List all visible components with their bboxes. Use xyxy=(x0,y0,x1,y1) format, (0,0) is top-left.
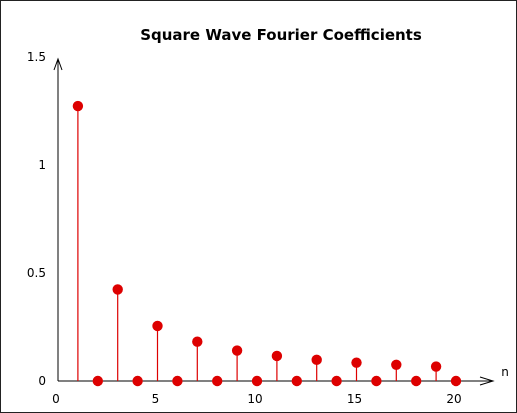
stem-marker xyxy=(311,354,322,366)
x-axis-label: n xyxy=(501,365,509,379)
stem-marker xyxy=(411,375,422,387)
tick-labels: 0 5 10 15 20 0 0.5 1 1.5 xyxy=(27,50,462,406)
x-tick-label: 20 xyxy=(446,392,461,406)
stem-marker xyxy=(192,336,203,347)
stem-marker xyxy=(291,375,302,387)
stem-marker xyxy=(251,375,263,387)
y-axis-arrow xyxy=(53,57,63,71)
stem-marker xyxy=(391,359,402,370)
stem-marker xyxy=(152,320,163,332)
stem-marker xyxy=(112,284,123,295)
x-tick-label: 15 xyxy=(347,392,362,406)
stem-series xyxy=(72,100,462,387)
stem-marker xyxy=(351,357,362,368)
stem-marker xyxy=(450,375,462,387)
chart-title: Square Wave Fourier Coefficients xyxy=(140,26,422,44)
stem-marker xyxy=(92,375,104,387)
x-tick-label: 0 xyxy=(52,392,60,406)
stem-marker xyxy=(212,375,223,387)
y-tick-label: 0 xyxy=(38,374,46,388)
stem-marker xyxy=(371,375,382,387)
stem-marker xyxy=(331,375,342,387)
x-axis-arrow xyxy=(479,376,495,386)
x-tick-label: 5 xyxy=(152,392,160,406)
stem-marker xyxy=(72,100,84,112)
y-tick-label: 1.5 xyxy=(27,50,46,64)
stem-marker xyxy=(132,375,143,387)
stem-marker xyxy=(271,350,283,362)
y-tick-label: 0.5 xyxy=(27,266,46,280)
stem-marker xyxy=(430,361,442,372)
x-tick-label: 10 xyxy=(247,392,262,406)
stem-marker xyxy=(231,345,243,356)
stem-marker xyxy=(172,375,183,387)
y-tick-label: 1 xyxy=(38,158,46,172)
